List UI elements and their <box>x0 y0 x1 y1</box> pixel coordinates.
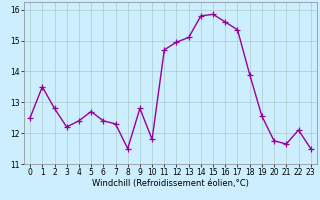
X-axis label: Windchill (Refroidissement éolien,°C): Windchill (Refroidissement éolien,°C) <box>92 179 249 188</box>
